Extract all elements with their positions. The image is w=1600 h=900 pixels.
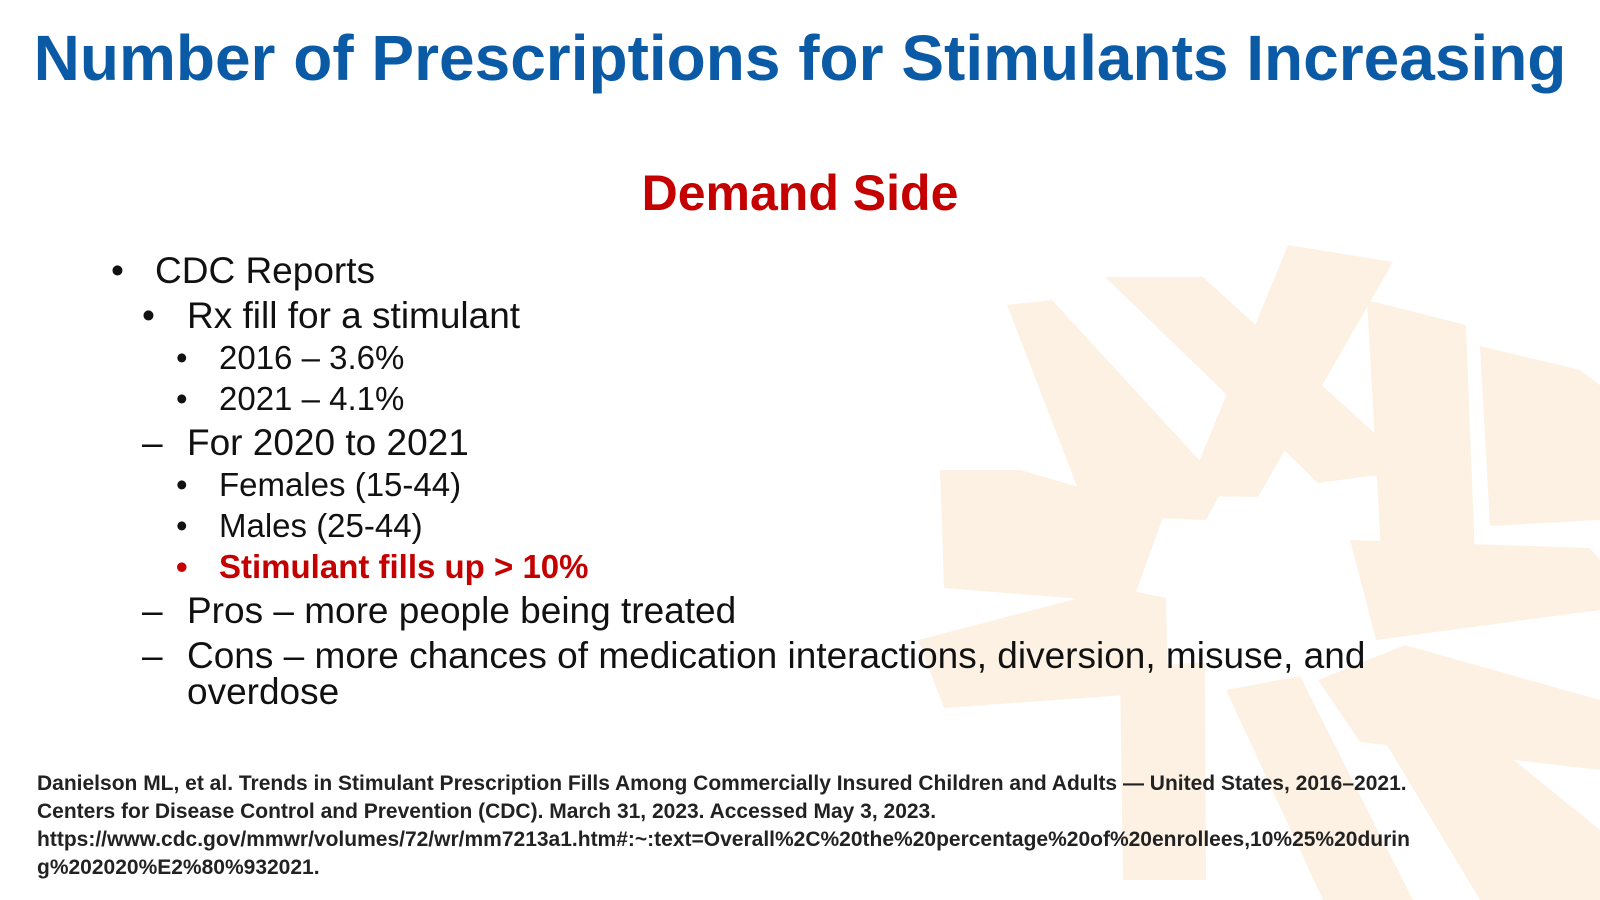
- bullet-marker: •: [176, 466, 188, 503]
- bullet-text-line-2: overdose: [187, 671, 340, 712]
- citation-url-line-1: https://www.cdc.gov/mmwr/volumes/72/wr/m…: [37, 828, 1410, 851]
- bullet-marker: –: [142, 590, 163, 631]
- bullet-text: Males (25-44): [219, 507, 423, 544]
- citation: Danielson ML, et al. Trends in Stimulant…: [37, 770, 1567, 882]
- bullet-text: For 2020 to 2021: [187, 422, 469, 463]
- citation-line-2: Centers for Disease Control and Preventi…: [37, 800, 937, 823]
- bullet-text: Rx fill for a stimulant: [187, 295, 521, 336]
- bullet-marker: •: [142, 295, 155, 336]
- bullet-marker: •: [111, 250, 124, 291]
- bullet-text: 2021 – 4.1%: [219, 380, 405, 417]
- citation-url-line-2: g%202020%E2%80%932021.: [37, 856, 320, 879]
- bullet-text: Females (15-44): [219, 466, 462, 503]
- bullet-text-line-1: Cons – more chances of medication intera…: [187, 635, 1366, 676]
- bullet-text: CDC Reports: [155, 250, 375, 291]
- bullet-marker: •: [176, 339, 188, 376]
- bullet-marker: –: [142, 635, 163, 676]
- bullet-text: Pros – more people being treated: [187, 590, 737, 631]
- bullet-marker: –: [142, 422, 163, 463]
- citation-line-1: Danielson ML, et al. Trends in Stimulant…: [37, 772, 1407, 795]
- slide-title: Number of Prescriptions for Stimulants I…: [33, 22, 1567, 94]
- bullet-marker: •: [176, 380, 188, 417]
- bullet-marker: •: [176, 548, 188, 585]
- slide-subtitle: Demand Side: [641, 165, 959, 221]
- bullet-text: Stimulant fills up > 10%: [219, 548, 589, 585]
- bullet-marker: •: [176, 507, 188, 544]
- bullet-text: 2016 – 3.6%: [219, 339, 405, 376]
